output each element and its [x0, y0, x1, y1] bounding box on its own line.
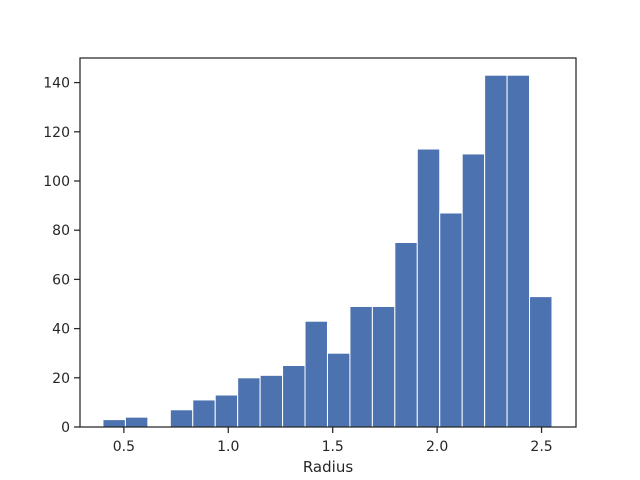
x-axis-label: Radius: [303, 458, 353, 476]
y-tick-label: 40: [52, 322, 70, 338]
x-tick-label: 1.5: [322, 439, 344, 455]
histogram-bar: [416, 148, 441, 428]
histogram-bar: [237, 377, 261, 428]
x-tick-label: 1.0: [217, 439, 239, 455]
histogram-bar: [371, 305, 396, 428]
plot-frame: [79, 57, 577, 428]
histogram-bar: [192, 399, 216, 428]
histogram-bar: [529, 296, 553, 428]
histogram-bar: [169, 409, 194, 428]
bars-group: [102, 74, 553, 428]
histogram-bar: [394, 242, 418, 428]
histogram-bar: [124, 416, 149, 428]
histogram-bar: [484, 74, 508, 428]
histogram-bar: [214, 394, 239, 428]
histogram-bar: [304, 320, 328, 428]
y-tick-label: 80: [52, 223, 70, 239]
histogram-bar: [349, 305, 373, 428]
y-tick-label: 100: [43, 174, 70, 190]
y-tick-label: 20: [52, 371, 70, 387]
y-tick-label: 140: [43, 76, 70, 92]
y-tick-label: 60: [52, 272, 70, 288]
y-tick-label: 120: [43, 125, 70, 141]
x-tick-label: 0.5: [113, 439, 135, 455]
histogram-bar: [259, 374, 284, 428]
histogram-bar: [282, 365, 306, 428]
x-tick-label: 2.5: [530, 439, 552, 455]
y-axis-ticks: 0 20 40 60 80 100 120 140: [43, 76, 80, 436]
histogram-bar: [506, 74, 531, 428]
histogram-bar: [326, 352, 351, 428]
histogram-bar: [461, 153, 486, 428]
x-tick-label: 2.0: [426, 439, 448, 455]
histogram-bar: [102, 419, 126, 428]
y-tick-label: 0: [61, 420, 70, 436]
x-axis-ticks: 0.5 1.0 1.5 2.0 2.5: [113, 427, 553, 455]
histogram-bar: [439, 212, 463, 428]
